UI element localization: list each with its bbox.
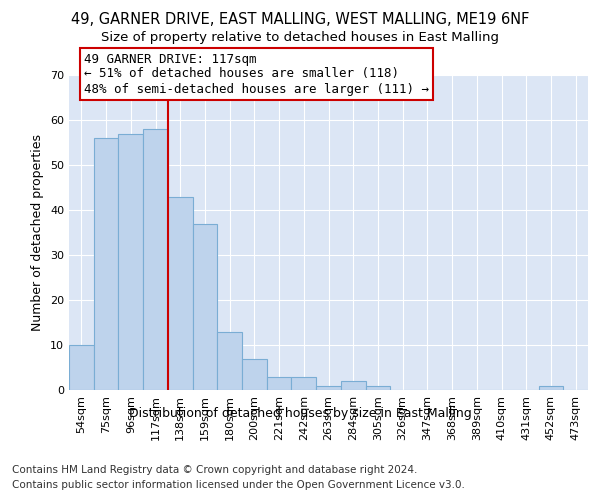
Bar	[539, 386, 563, 390]
Bar	[365, 386, 390, 390]
Bar	[217, 332, 242, 390]
Bar	[69, 345, 94, 390]
Bar	[94, 138, 118, 390]
Bar	[143, 129, 168, 390]
Bar	[316, 386, 341, 390]
Bar	[267, 376, 292, 390]
Bar	[242, 358, 267, 390]
Bar	[341, 381, 365, 390]
Text: Size of property relative to detached houses in East Malling: Size of property relative to detached ho…	[101, 32, 499, 44]
Text: 49, GARNER DRIVE, EAST MALLING, WEST MALLING, ME19 6NF: 49, GARNER DRIVE, EAST MALLING, WEST MAL…	[71, 12, 529, 28]
Bar	[292, 376, 316, 390]
Y-axis label: Number of detached properties: Number of detached properties	[31, 134, 44, 331]
Text: Contains HM Land Registry data © Crown copyright and database right 2024.: Contains HM Land Registry data © Crown c…	[12, 465, 418, 475]
Bar	[168, 196, 193, 390]
Text: Contains public sector information licensed under the Open Government Licence v3: Contains public sector information licen…	[12, 480, 465, 490]
Bar	[193, 224, 217, 390]
Bar	[118, 134, 143, 390]
Text: Distribution of detached houses by size in East Malling: Distribution of detached houses by size …	[128, 408, 472, 420]
Text: 49 GARNER DRIVE: 117sqm
← 51% of detached houses are smaller (118)
48% of semi-d: 49 GARNER DRIVE: 117sqm ← 51% of detache…	[84, 52, 429, 96]
